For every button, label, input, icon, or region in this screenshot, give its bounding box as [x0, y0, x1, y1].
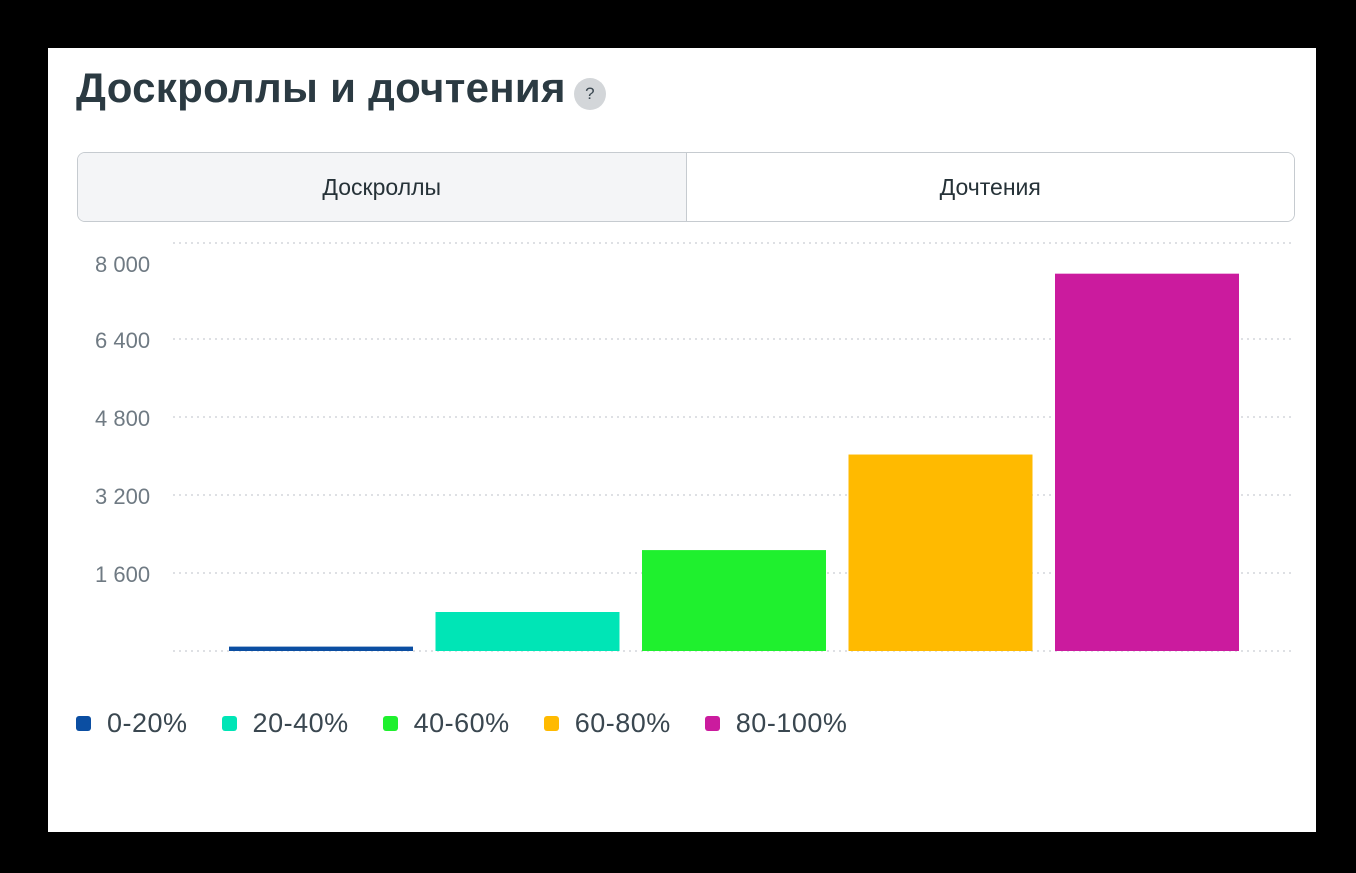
legend-swatch — [221, 716, 237, 731]
bar-20-40%[interactable] — [435, 612, 620, 651]
help-icon[interactable]: ? — [573, 78, 606, 110]
legend-label: 60-80% — [574, 708, 671, 738]
bar-chart: 1 600 3 200 4 800 6 400 8 000 — [95, 242, 1291, 652]
y-tick-label: 3 200 — [95, 484, 150, 509]
tab-reads[interactable]: Дочтения — [686, 153, 1294, 221]
chart-legend: 0-20% 20-40% 40-60% 60-80% 80-100% — [76, 708, 881, 739]
legend-swatch — [76, 716, 91, 731]
bar-40-60%[interactable] — [642, 550, 826, 651]
legend-swatch — [704, 716, 720, 731]
legend-label: 40-60% — [413, 708, 510, 738]
y-tick-label: 1 600 — [95, 562, 150, 587]
title-row: Доскроллы и дочтения ? — [76, 64, 606, 112]
tab-scrolls[interactable]: Доскроллы — [78, 153, 687, 221]
tab-switcher: Доскроллы Дочтения — [77, 152, 1295, 222]
legend-swatch — [543, 716, 559, 731]
bars — [229, 273, 1239, 651]
legend-label: 80-100% — [735, 708, 848, 738]
legend-item[interactable]: 60-80% — [543, 708, 671, 739]
y-tick-label: 4 800 — [95, 406, 150, 431]
y-tick-label: 6 400 — [95, 328, 150, 353]
y-axis-ticks: 1 600 3 200 4 800 6 400 8 000 — [95, 252, 150, 587]
y-tick-label: 8 000 — [95, 252, 150, 277]
bar-60-80%[interactable] — [848, 454, 1033, 651]
legend-item[interactable]: 20-40% — [221, 708, 349, 739]
legend-item[interactable]: 80-100% — [704, 708, 848, 739]
legend-item[interactable]: 0-20% — [76, 708, 188, 739]
legend-label: 20-40% — [252, 708, 349, 738]
page-title: Доскроллы и дочтения — [76, 64, 566, 111]
legend-label: 0-20% — [107, 708, 188, 738]
bar-80-100%[interactable] — [1055, 273, 1239, 651]
scroll-depth-card: Доскроллы и дочтения ? Доскроллы Дочтени… — [48, 48, 1316, 832]
legend-item[interactable]: 40-60% — [382, 708, 510, 739]
bar-0-20%[interactable] — [229, 646, 413, 651]
legend-swatch — [382, 716, 398, 731]
